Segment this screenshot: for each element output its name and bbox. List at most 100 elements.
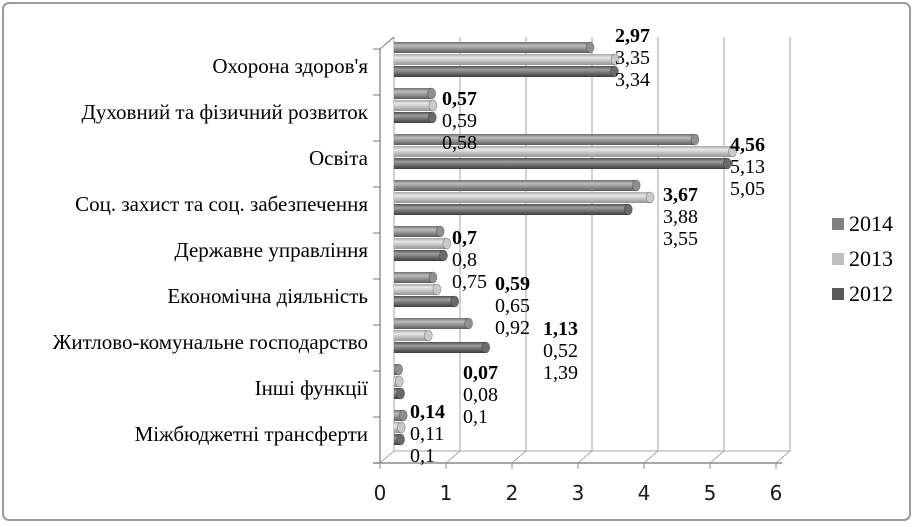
bar <box>394 66 615 77</box>
bar <box>394 226 441 237</box>
category-label: Духовний та фізичний розвиток <box>82 100 369 124</box>
bar-end-cap <box>442 237 452 250</box>
axes <box>373 36 782 464</box>
bar-end-cap <box>396 433 406 446</box>
bar-end-cap <box>450 295 460 308</box>
value-label: 3,34 <box>615 69 650 91</box>
bar-end-cap <box>722 157 732 170</box>
bar-end-cap <box>464 317 473 330</box>
legend-item-2014: 2014 <box>832 211 893 237</box>
category-labels: Охорона здоров'я Духовний та фізичний роз… <box>53 54 369 446</box>
bar <box>394 342 486 353</box>
bar <box>394 88 432 99</box>
bar <box>394 330 429 341</box>
value-label: 0,75 <box>452 271 487 293</box>
bar-end-cap <box>585 41 595 54</box>
value-label: 3,55 <box>663 228 698 250</box>
value-label: 0,59 <box>495 273 530 295</box>
chart-legend: 2014 2013 2012 <box>832 211 893 307</box>
bar-end-cap <box>398 409 408 422</box>
bar <box>394 180 637 191</box>
x-tick-label: 1 <box>440 481 453 505</box>
bar <box>394 54 616 65</box>
bar-end-cap <box>423 329 433 342</box>
x-tick-label: 3 <box>572 481 585 505</box>
legend-swatch-2014 <box>832 218 844 230</box>
x-axis-labels: 0 1 2 3 4 5 6 <box>374 481 783 505</box>
bar-end-cap <box>645 191 655 204</box>
value-label: 0,1 <box>410 445 435 467</box>
bar <box>394 42 591 53</box>
bar <box>394 134 695 145</box>
legend-item-2012: 2012 <box>832 281 893 307</box>
value-label: 0,59 <box>442 110 477 132</box>
value-label: 0,8 <box>452 249 477 271</box>
value-label: 0,14 <box>410 401 445 423</box>
value-label: 0,92 <box>495 317 530 339</box>
x-tick-label: 0 <box>374 481 387 505</box>
x-tick-label: 5 <box>704 481 717 505</box>
value-label: 5,05 <box>730 178 765 200</box>
bar-end-cap <box>439 249 448 262</box>
bar <box>394 284 437 295</box>
value-label: 0,7 <box>452 227 477 249</box>
bar-end-cap <box>396 421 406 434</box>
category-label: Державне управління <box>174 238 368 262</box>
value-label: 3,67 <box>663 184 698 206</box>
bar <box>394 204 629 215</box>
legend-label: 2012 <box>849 281 893 306</box>
x-tick-label: 4 <box>638 481 651 505</box>
value-label: 0,07 <box>463 362 498 384</box>
category-label: Інші функції <box>255 376 369 400</box>
bar-end-cap <box>481 341 491 354</box>
bar-end-cap <box>610 53 620 66</box>
legend-label: 2014 <box>849 211 893 236</box>
category-label: Охорона здоров'я <box>212 54 368 78</box>
bar-end-cap <box>435 225 445 238</box>
legend-swatch-2013 <box>832 253 844 265</box>
value-label: 1,13 <box>543 318 578 340</box>
bar-end-cap <box>427 111 437 124</box>
category-label: Економічна діяльність <box>167 284 368 308</box>
value-label: 0,52 <box>543 340 578 362</box>
value-label: 0,57 <box>442 88 477 110</box>
value-label: 3,88 <box>663 206 698 228</box>
value-label: 0,65 <box>495 295 530 317</box>
bar-end-cap <box>394 375 404 388</box>
value-label: 0,58 <box>442 132 477 154</box>
bar-end-cap <box>396 387 406 400</box>
bar-end-cap <box>432 283 442 296</box>
category-label: Освіта <box>309 146 369 170</box>
gridlines <box>379 37 791 469</box>
bar <box>394 238 447 249</box>
bar <box>394 410 404 421</box>
bar <box>394 100 433 111</box>
bar-end-cap <box>428 99 438 112</box>
value-label: 0,08 <box>463 384 498 406</box>
value-label: 4,56 <box>730 134 765 156</box>
bar-end-cap <box>623 203 633 216</box>
value-label: 1,39 <box>543 362 578 384</box>
x-tick-label: 2 <box>506 481 519 505</box>
x-tick-label: 6 <box>770 481 783 505</box>
legend-item-2013: 2013 <box>832 246 893 272</box>
value-label: 0,11 <box>410 423 444 445</box>
category-label: Міжбюджетні трансферти <box>135 422 368 446</box>
bar-end-cap <box>690 133 700 146</box>
bar <box>394 272 433 283</box>
bar <box>394 112 433 123</box>
bar <box>394 250 444 261</box>
value-label: 5,13 <box>730 156 765 178</box>
bars <box>394 41 737 446</box>
category-label: Житлово-комунальне господарство <box>53 330 368 354</box>
legend-swatch-2012 <box>832 288 844 300</box>
value-label: 2,97 <box>615 25 650 47</box>
category-label: Соц. захист та соц. забезпечення <box>75 192 368 216</box>
legend-label: 2013 <box>849 246 893 271</box>
bar <box>394 192 651 203</box>
value-labels: 2,973,353,340,570,590,58 4,565,135,053,67… <box>410 25 765 467</box>
bar <box>394 158 728 169</box>
bar-end-cap <box>610 65 619 78</box>
